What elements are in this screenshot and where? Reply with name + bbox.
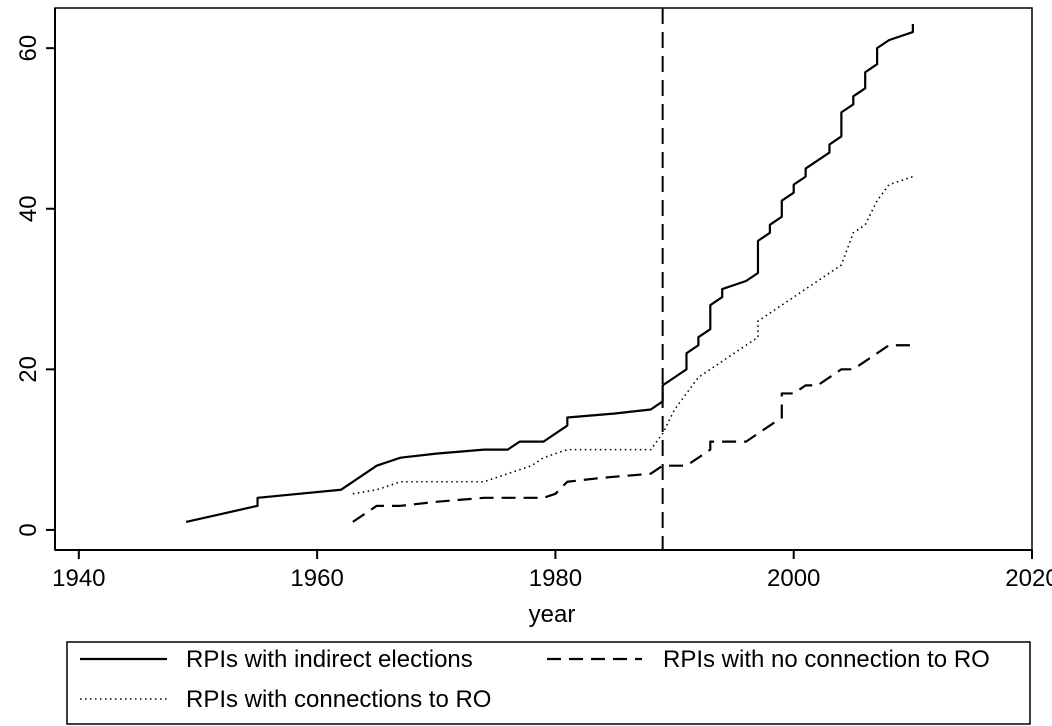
x-tick-label: 2000 (767, 565, 820, 592)
x-tick-label: 1960 (290, 565, 343, 592)
legend-label-3: RPIs with connections to RO (186, 686, 491, 713)
x-axis-title: year (529, 601, 576, 628)
x-tick-label: 1940 (52, 565, 105, 592)
y-tick-label: 40 (15, 195, 42, 222)
series-line-1 (185, 24, 914, 523)
x-tick-label: 1980 (529, 565, 582, 592)
y-tick-label: 20 (15, 356, 42, 383)
plot-frame (54, 7, 1033, 551)
legend-box (66, 641, 1031, 725)
legend-label-1: RPIs with indirect elections (186, 646, 473, 673)
y-tick-label: 0 (15, 523, 42, 536)
series-line-2 (352, 344, 913, 523)
legend-label-2: RPIs with no connection to RO (663, 646, 990, 673)
y-tick-label: 60 (15, 35, 42, 62)
